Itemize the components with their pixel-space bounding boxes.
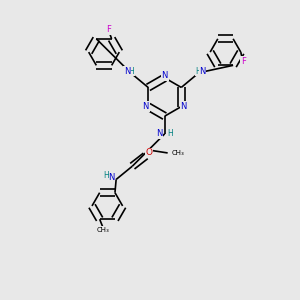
Text: N: N xyxy=(124,67,130,76)
Text: N: N xyxy=(181,102,187,111)
Text: F: F xyxy=(241,57,246,66)
Text: N: N xyxy=(108,173,114,182)
Text: H: H xyxy=(128,67,134,76)
Text: CH₃: CH₃ xyxy=(97,227,110,233)
Text: H: H xyxy=(195,67,201,76)
Text: CH₃: CH₃ xyxy=(172,150,185,156)
Text: N: N xyxy=(142,102,149,111)
Text: H: H xyxy=(167,129,173,138)
Text: N: N xyxy=(161,71,168,80)
Text: N: N xyxy=(156,129,163,138)
Text: O: O xyxy=(146,148,153,158)
Text: F: F xyxy=(106,25,111,34)
Text: H: H xyxy=(103,170,109,179)
Text: N: N xyxy=(199,67,206,76)
